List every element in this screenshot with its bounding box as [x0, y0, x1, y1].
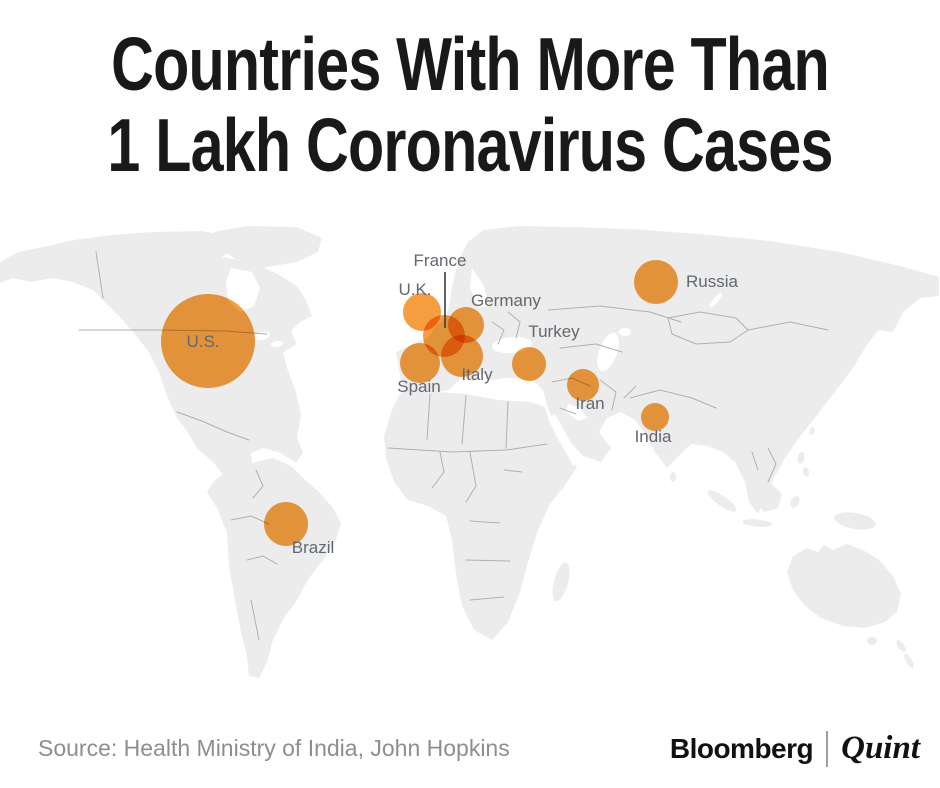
label-germany: Germany: [471, 291, 541, 310]
label-us: U.S.: [186, 332, 219, 351]
island-philippines: [797, 452, 805, 464]
landmass-eurasia: [396, 226, 939, 514]
country-border: [629, 389, 717, 409]
label-india: India: [635, 427, 672, 446]
sea-aral: [619, 328, 631, 336]
bubble-iran: [567, 369, 599, 401]
lake: [271, 340, 283, 348]
label-russia: Russia: [686, 272, 739, 291]
page-title-line-2: 1 Lakh Coronavirus Cases: [107, 103, 833, 187]
bubble-russia: [634, 260, 678, 304]
island-japan: [777, 330, 789, 346]
label-uk: U.K.: [398, 280, 431, 299]
island-tasmania: [867, 637, 877, 645]
country-border: [250, 599, 260, 641]
island-new-guinea: [834, 512, 876, 530]
bubble-layer: U.S. Brazil Russia U.K. France Germany Spain It…: [161, 251, 739, 557]
island-new-zealand: [904, 653, 914, 669]
island-java: [742, 519, 772, 527]
island-madagascar: [552, 562, 570, 602]
country-border: [461, 395, 467, 445]
sea-red-sea: [548, 414, 580, 466]
country-border: [431, 451, 445, 489]
country-border: [751, 451, 759, 471]
country-border: [387, 443, 548, 453]
country-border: [469, 596, 505, 601]
page-title-line-1: Countries With More Than: [111, 22, 830, 106]
quint-logo: Quint: [841, 730, 920, 766]
country-border: [426, 393, 431, 441]
country-border: [491, 321, 505, 345]
bubble-india: [641, 403, 669, 431]
country-border: [503, 469, 523, 473]
country-border: [505, 401, 509, 449]
island-japan: [766, 348, 778, 362]
logo-divider: [826, 730, 829, 767]
bubble-italy: [441, 335, 483, 377]
bubble-brazil: [264, 502, 308, 546]
label-brazil: Brazil: [292, 538, 335, 557]
chart-title: Countries With More Than 1 Lakh Coronavi…: [0, 24, 940, 186]
label-spain: Spain: [397, 377, 440, 396]
country-border: [246, 555, 278, 565]
bubble-spain: [400, 343, 440, 383]
sea-caspian: [597, 332, 619, 372]
island-taiwan: [809, 427, 815, 435]
bubble-us: [161, 294, 255, 388]
label-italy: Italy: [461, 365, 493, 384]
island-sri-lanka: [670, 472, 676, 482]
lake-baikal: [709, 292, 723, 308]
country-border: [767, 447, 777, 483]
island-new-zealand: [896, 640, 906, 652]
island-borneo: [755, 484, 782, 512]
country-border: [252, 469, 264, 499]
country-border: [176, 411, 250, 441]
source-note: Source: Health Ministry of India, John H…: [38, 735, 510, 761]
label-france: France: [414, 251, 467, 270]
country-borders: [78, 251, 829, 641]
island-sakhalin: [851, 301, 861, 323]
country-border: [747, 321, 829, 331]
country-border: [465, 451, 477, 503]
label-turkey: Turkey: [528, 322, 580, 341]
country-border: [507, 311, 521, 339]
landmass-africa: [384, 386, 577, 640]
landmass-south-america: [207, 458, 341, 678]
country-border: [599, 379, 617, 411]
country-border: [559, 343, 623, 353]
sea-persian-gulf: [566, 404, 587, 421]
country-border: [547, 305, 682, 323]
label-iran: Iran: [575, 394, 604, 413]
island-sumatra: [707, 490, 737, 512]
country-border: [230, 515, 270, 525]
island-sulawesi: [790, 496, 800, 508]
bloomberg-logo: Bloomberg: [669, 732, 814, 764]
bubble-turkey: [512, 347, 546, 381]
country-border: [469, 520, 501, 524]
sea-baltic: [470, 268, 489, 308]
country-border: [95, 251, 104, 299]
island-japan: [786, 312, 796, 328]
landmass-australia: [787, 544, 901, 628]
country-border: [667, 311, 749, 345]
sea-hudson-bay: [226, 268, 260, 312]
island-philippines: [802, 467, 810, 477]
publisher-logo: Bloomberg Quint: [670, 730, 920, 767]
country-border: [623, 385, 637, 399]
landmass-greenland: [213, 226, 322, 268]
world-map: [0, 226, 939, 678]
bubble-germany: [448, 307, 484, 343]
country-border: [559, 407, 577, 415]
country-border: [465, 559, 511, 562]
